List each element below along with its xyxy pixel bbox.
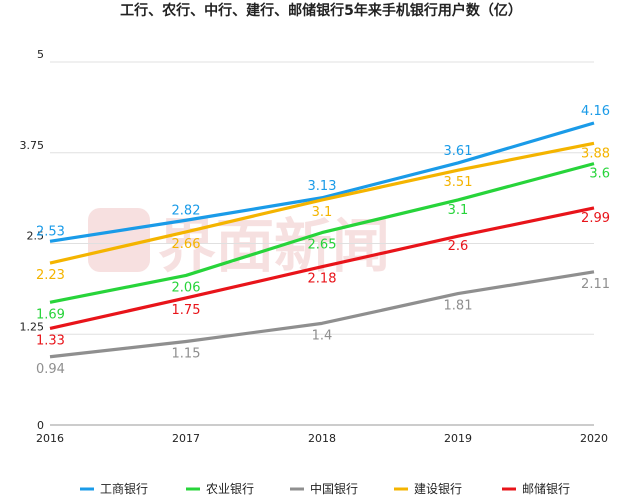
legend-item-label: 工商银行	[100, 481, 148, 496]
y-tick-label: 5	[37, 48, 44, 61]
axes: 0 1.25 2.5 3.75 5 2016 2017 2018 2019 2020	[20, 48, 609, 445]
data-label: 3.13	[308, 179, 337, 194]
x-tick-label: 2020	[580, 432, 608, 445]
legend: 工商银行 农业银行 中国银行 建设银行 邮储银行	[80, 481, 570, 496]
data-label: 1.75	[172, 303, 201, 318]
y-tick-label: 0	[37, 419, 44, 432]
data-label: 3.88	[581, 146, 610, 161]
x-tick-label: 2017	[172, 432, 200, 445]
data-label: 0.94	[36, 362, 65, 377]
series-line	[49, 121, 595, 243]
data-label: 2.82	[172, 203, 201, 218]
watermark-text: 界面新闻	[158, 212, 390, 280]
legend-item-label: 邮储银行	[522, 481, 570, 496]
data-label: 2.18	[308, 272, 337, 287]
chart-title: 工行、农行、中行、建行、邮储银行5年来手机银行用户数（亿）	[120, 3, 522, 19]
series-line	[49, 206, 595, 331]
watermark: 界面新闻	[88, 208, 390, 280]
x-tick-label: 2019	[444, 432, 472, 445]
data-label: 3.51	[444, 175, 473, 190]
data-label: 4.16	[581, 104, 610, 119]
x-tick-label: 2018	[308, 432, 336, 445]
series-line	[49, 162, 595, 304]
data-label: 1.15	[172, 347, 201, 362]
x-tick-label: 2016	[36, 432, 64, 445]
data-label: 1.33	[36, 333, 65, 348]
legend-item-label: 建设银行	[414, 482, 462, 496]
data-label: 2.06	[172, 280, 201, 295]
y-tick-label: 2.5	[27, 230, 45, 243]
data-label: 1.81	[444, 299, 473, 314]
series-line	[49, 141, 595, 265]
data-label: 2.99	[581, 211, 610, 226]
data-labels: 2.53 2.82 3.13 3.61 4.16 1.69 2.06 2.65 3.1 3.6 0.…	[36, 104, 610, 377]
data-label: 2.23	[36, 268, 65, 283]
data-label: 3.61	[444, 144, 473, 159]
legend-item-label: 农业银行	[206, 482, 254, 496]
legend-item-label: 中国银行	[310, 481, 358, 496]
data-label: 2.65	[308, 238, 337, 253]
watermark-logo-icon	[88, 208, 150, 272]
data-label: 2.11	[581, 277, 610, 292]
data-label: 1.4	[312, 328, 333, 343]
data-label: 2.66	[172, 237, 201, 252]
data-label: 2.53	[36, 224, 65, 239]
data-label: 3.6	[589, 167, 610, 182]
series-line	[49, 270, 595, 359]
series-lines	[49, 121, 595, 359]
data-label: 1.69	[36, 307, 65, 322]
y-tick-label: 3.75	[20, 139, 45, 152]
data-label: 3.1	[448, 203, 469, 218]
data-label: 3.1	[312, 205, 333, 220]
data-label: 2.6	[448, 239, 469, 254]
y-tick-label: 1.25	[20, 320, 45, 333]
